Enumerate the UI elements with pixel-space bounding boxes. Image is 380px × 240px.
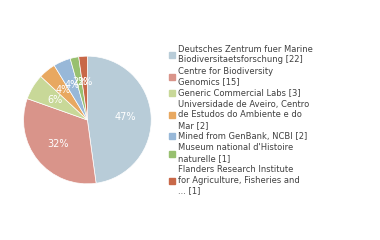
Text: 2%: 2%: [77, 77, 92, 87]
Wedge shape: [27, 76, 87, 120]
Wedge shape: [79, 56, 87, 120]
Text: 4%: 4%: [55, 85, 71, 95]
Wedge shape: [41, 66, 87, 120]
Wedge shape: [24, 99, 96, 184]
Wedge shape: [87, 56, 151, 183]
Text: 6%: 6%: [47, 95, 62, 105]
Wedge shape: [54, 59, 87, 120]
Text: 32%: 32%: [47, 139, 68, 149]
Text: 4%: 4%: [65, 80, 80, 90]
Legend: Deutsches Zentrum fuer Marine
Biodiversitaetsforschung [22], Centre for Biodiver: Deutsches Zentrum fuer Marine Biodiversi…: [167, 43, 315, 197]
Text: 47%: 47%: [115, 112, 136, 122]
Text: 2%: 2%: [72, 78, 87, 88]
Wedge shape: [70, 57, 87, 120]
